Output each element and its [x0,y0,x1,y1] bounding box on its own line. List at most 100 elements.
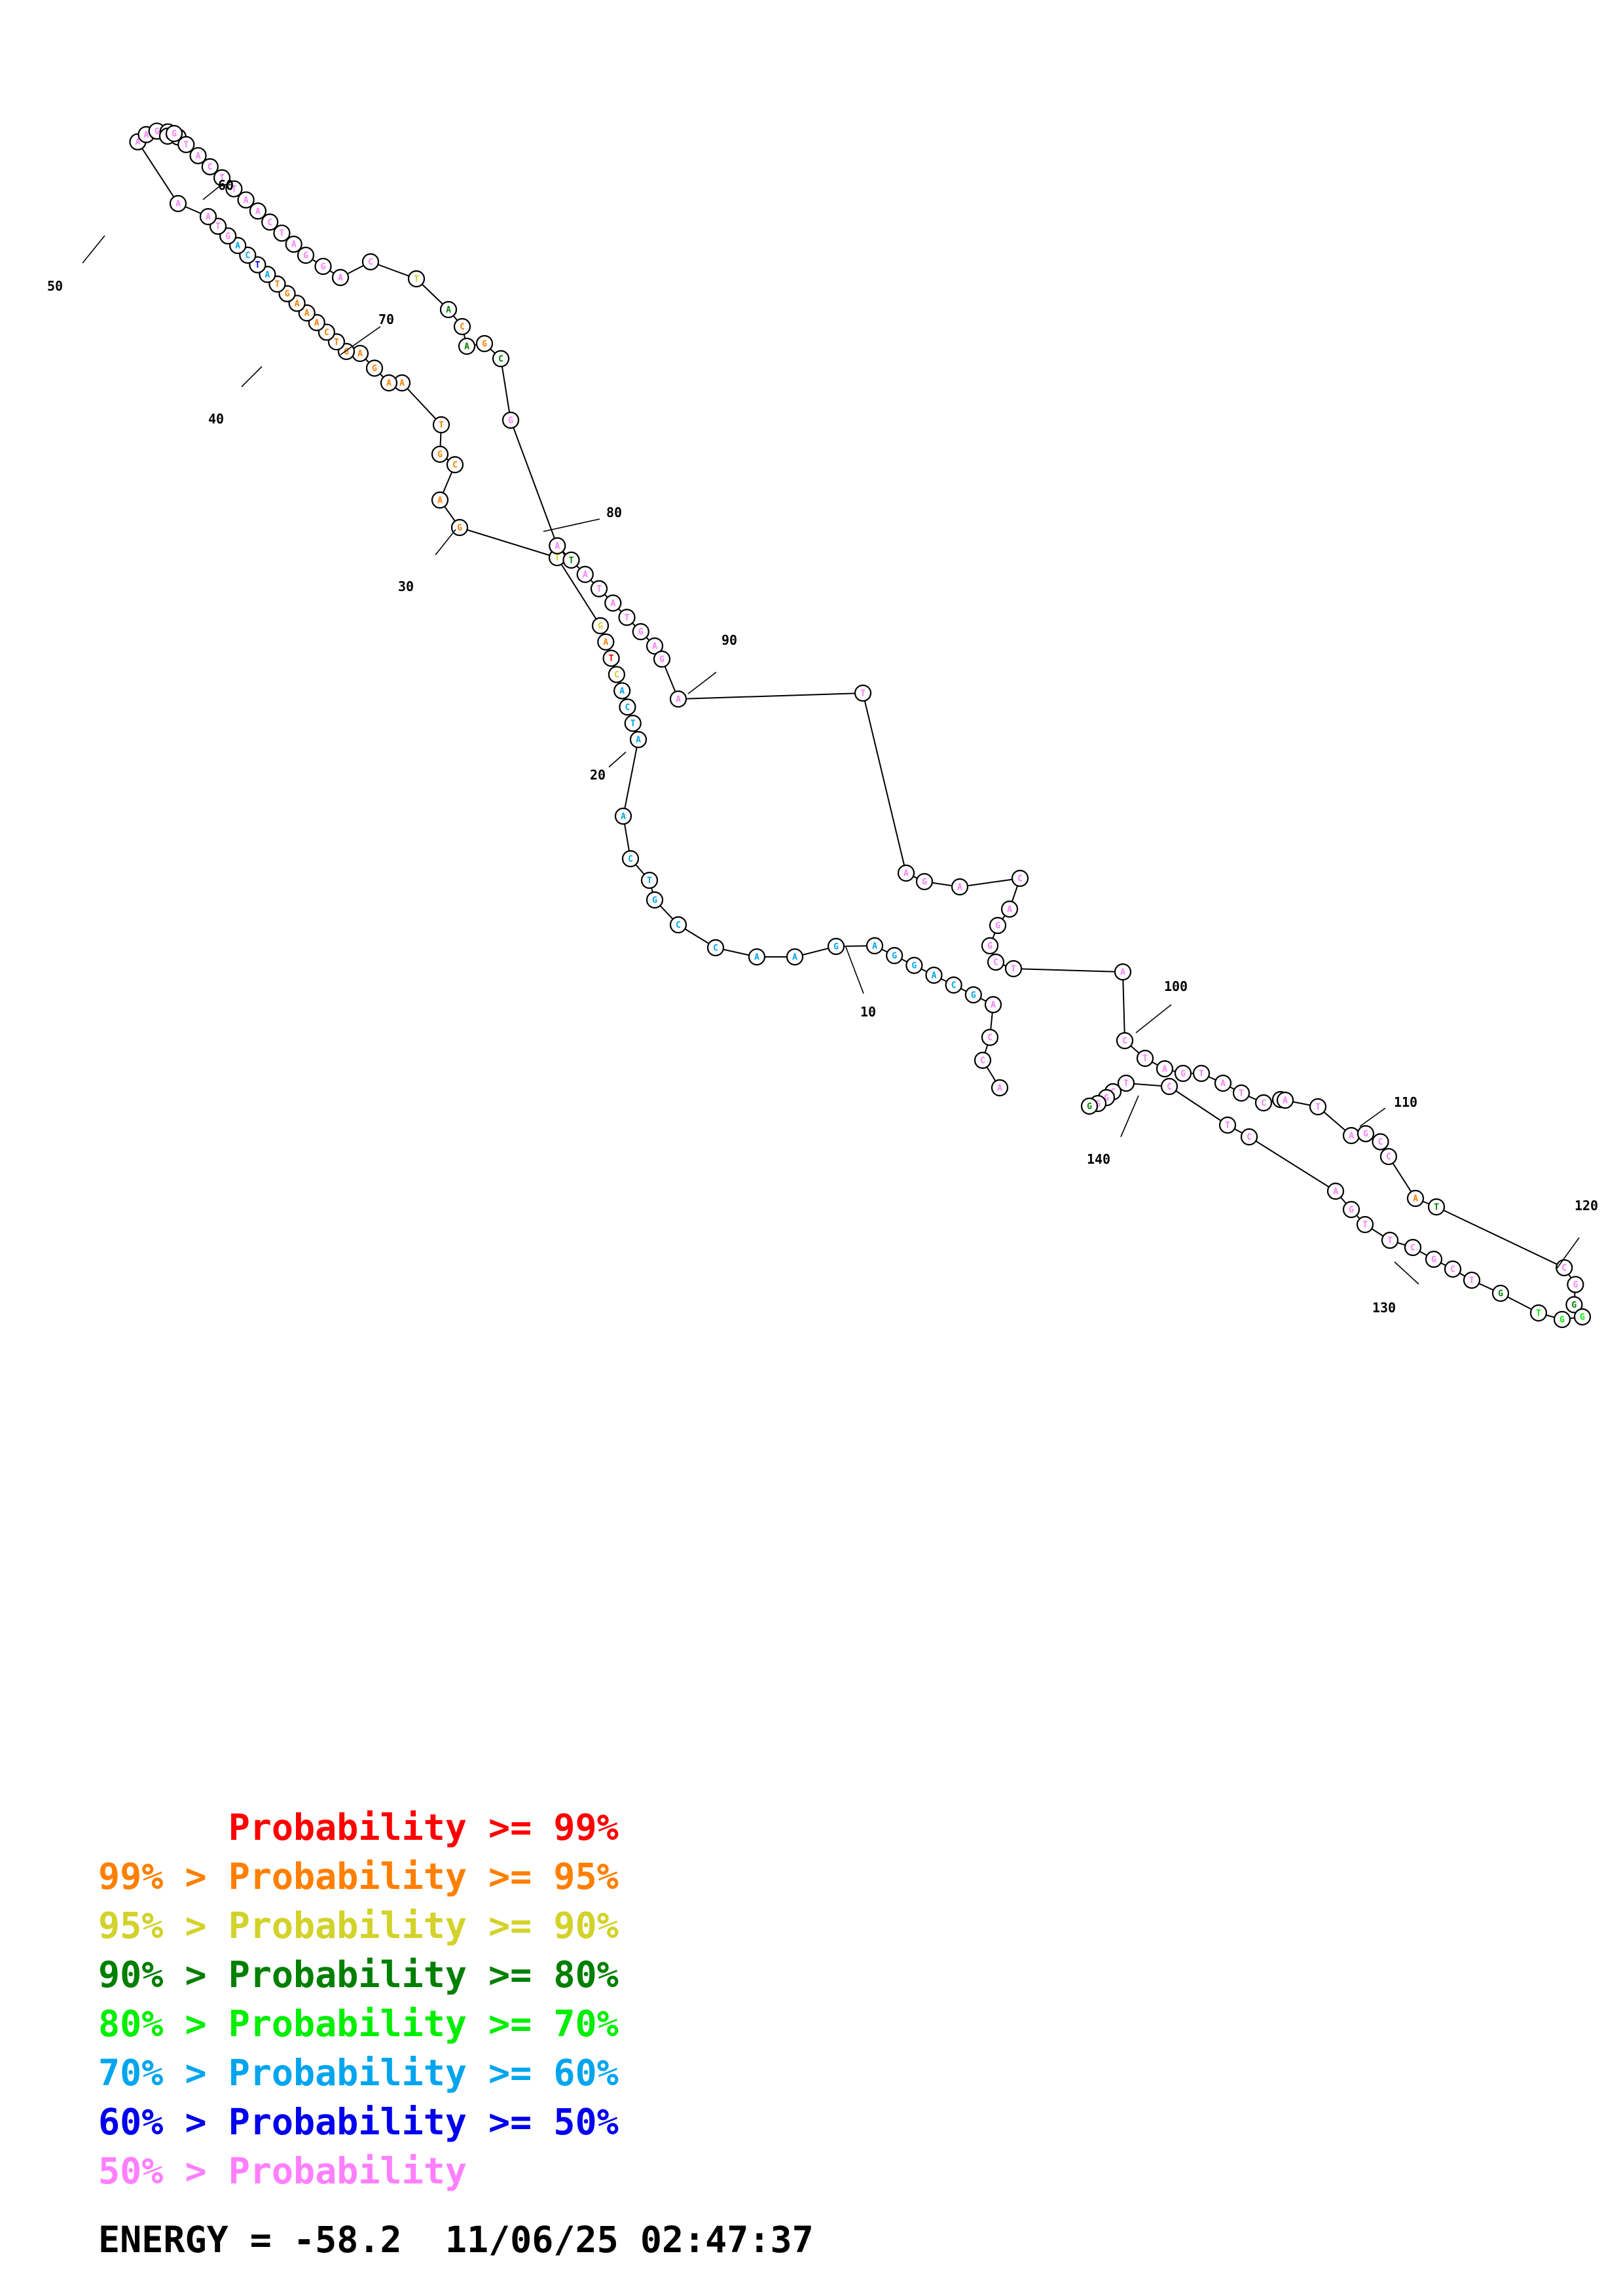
nucleotide: A [786,948,804,966]
nucleotide: T [1218,1116,1237,1134]
nucleotide-letter: T [1239,1089,1244,1099]
nucleotide: G [989,916,1007,935]
nucleotide-letter: G [457,524,462,533]
nucleotide: A [1276,1091,1294,1109]
nucleotide-letter: G [508,416,513,426]
nucleotide: A [331,268,350,287]
nucleotide: G [1342,1200,1360,1219]
nucleotide-letter: G [1349,1206,1354,1215]
nucleotide: G [653,650,671,668]
nucleotide: A [897,864,915,882]
legend-label: Probability >= 50% [228,2101,619,2143]
nucleotide-letter: C [625,703,630,713]
nucleotide: A [1406,1189,1425,1208]
position-tick [241,366,263,387]
legend-prefix: 80% > [98,2003,228,2045]
nucleotide: G [165,124,183,143]
nucleotide-letter: G [892,952,897,961]
position-tick [845,946,864,994]
nucleotide: C [1372,1133,1389,1151]
nucleotide: C [1404,1238,1422,1257]
nucleotide-letter: A [603,637,608,647]
nucleotide: T [273,224,291,242]
nucleotide-letter: A [997,1084,1002,1094]
nucleotide: G [1174,1064,1192,1083]
nucleotide: C [1240,1128,1258,1146]
nucleotide-letter: G [1559,1316,1565,1325]
nucleotide-letter: A [1220,1079,1226,1089]
nucleotide-letter: A [754,953,759,963]
nucleotide-letter: A [244,196,249,206]
position-number: 40 [208,411,224,427]
nucleotide: C [492,350,510,368]
nucleotide-letter: T [1469,1276,1474,1286]
position-number: 110 [1394,1094,1417,1110]
legend-row: Probability >= 99% [98,1803,619,1852]
nucleotide-letter: G [1431,1255,1436,1265]
nucleotide-letter: G [911,961,917,971]
nucleotide-letter: C [1261,1099,1266,1109]
legend-row: 80% > Probability >= 70% [98,2000,619,2049]
nucleotide-letter: A [583,570,588,580]
nucleotide-letter: A [1413,1194,1418,1204]
nucleotide: G [915,872,934,891]
nucleotide: T [1529,1304,1548,1322]
nucleotide-letter: T [1123,1079,1129,1089]
nucleotide-letter: C [987,1033,993,1043]
nucleotide: C [1556,1259,1573,1277]
nucleotide-letter: A [295,299,300,309]
nucleotide-letter: A [144,130,149,140]
legend-label: Probability [228,2150,467,2192]
backbone-segment [623,739,639,817]
legend-row: 60% > Probability >= 50% [98,2098,619,2147]
nucleotide-letter: C [245,251,250,260]
nucleotide: T [1356,1215,1374,1234]
nucleotide: G [632,623,649,641]
backbone-segment [1169,1086,1228,1126]
nucleotide: A [1342,1126,1360,1145]
nucleotide: G [1567,1276,1584,1293]
backbone-segment [1013,968,1123,973]
nucleotide-letter: G [303,251,308,261]
nucleotide: A [1156,1060,1174,1078]
nucleotide-letter: T [647,876,652,886]
nucleotide: T [407,270,426,288]
legend-row: 99% > Probability >= 95% [98,1852,619,1901]
nucleotide-letter: A [1162,1065,1167,1075]
nucleotide-letter: C [1450,1265,1455,1275]
nucleotide: T [562,551,580,569]
nucleotide-letter: A [437,496,443,506]
nucleotide-letter: A [196,151,201,161]
nucleotide-letter: G [659,655,665,665]
nucleotide-letter: C [1017,874,1023,884]
nucleotide-letter: C [498,355,503,365]
nucleotide-letter: C [614,670,619,680]
legend-row: 70% > Probability >= 60% [98,2049,619,2098]
nucleotide-letter: A [555,541,560,551]
legend-row: 95% > Probability >= 90% [98,1901,619,1950]
nucleotide-letter: C [1561,1263,1567,1273]
nucleotide-letter: T [439,421,444,431]
nucleotide-letter: G [971,991,976,1001]
nucleotide-letter: C [676,921,681,931]
nucleotide: A [431,491,449,509]
nucleotide: C [974,1051,992,1069]
nucleotide-letter: C [713,944,718,954]
legend-label: Probability >= 80% [228,1954,619,1996]
nucleotide-letter: C [628,855,633,865]
nucleotide: C [1444,1260,1462,1278]
nucleotide-letter: G [638,628,644,637]
nucleotide-letter: C [324,328,329,338]
nucleotide: A [646,637,664,655]
nucleotide: G [1573,1308,1592,1326]
nucleotide-letter: G [172,130,177,139]
nucleotide-letter: T [569,556,574,565]
nucleotide: T [1117,1074,1135,1092]
position-tick [543,518,600,532]
nucleotide: C [1160,1077,1178,1096]
nucleotide: T [640,871,659,889]
nucleotide-letter: A [265,270,270,280]
nucleotide: C [987,953,1005,971]
nucleotide-layer: ACCAGCAGGAGAACCGTCAATCACTAGTGACGTAAGAGTC… [129,122,1592,1329]
legend-prefix: 90% > [98,1954,228,1996]
